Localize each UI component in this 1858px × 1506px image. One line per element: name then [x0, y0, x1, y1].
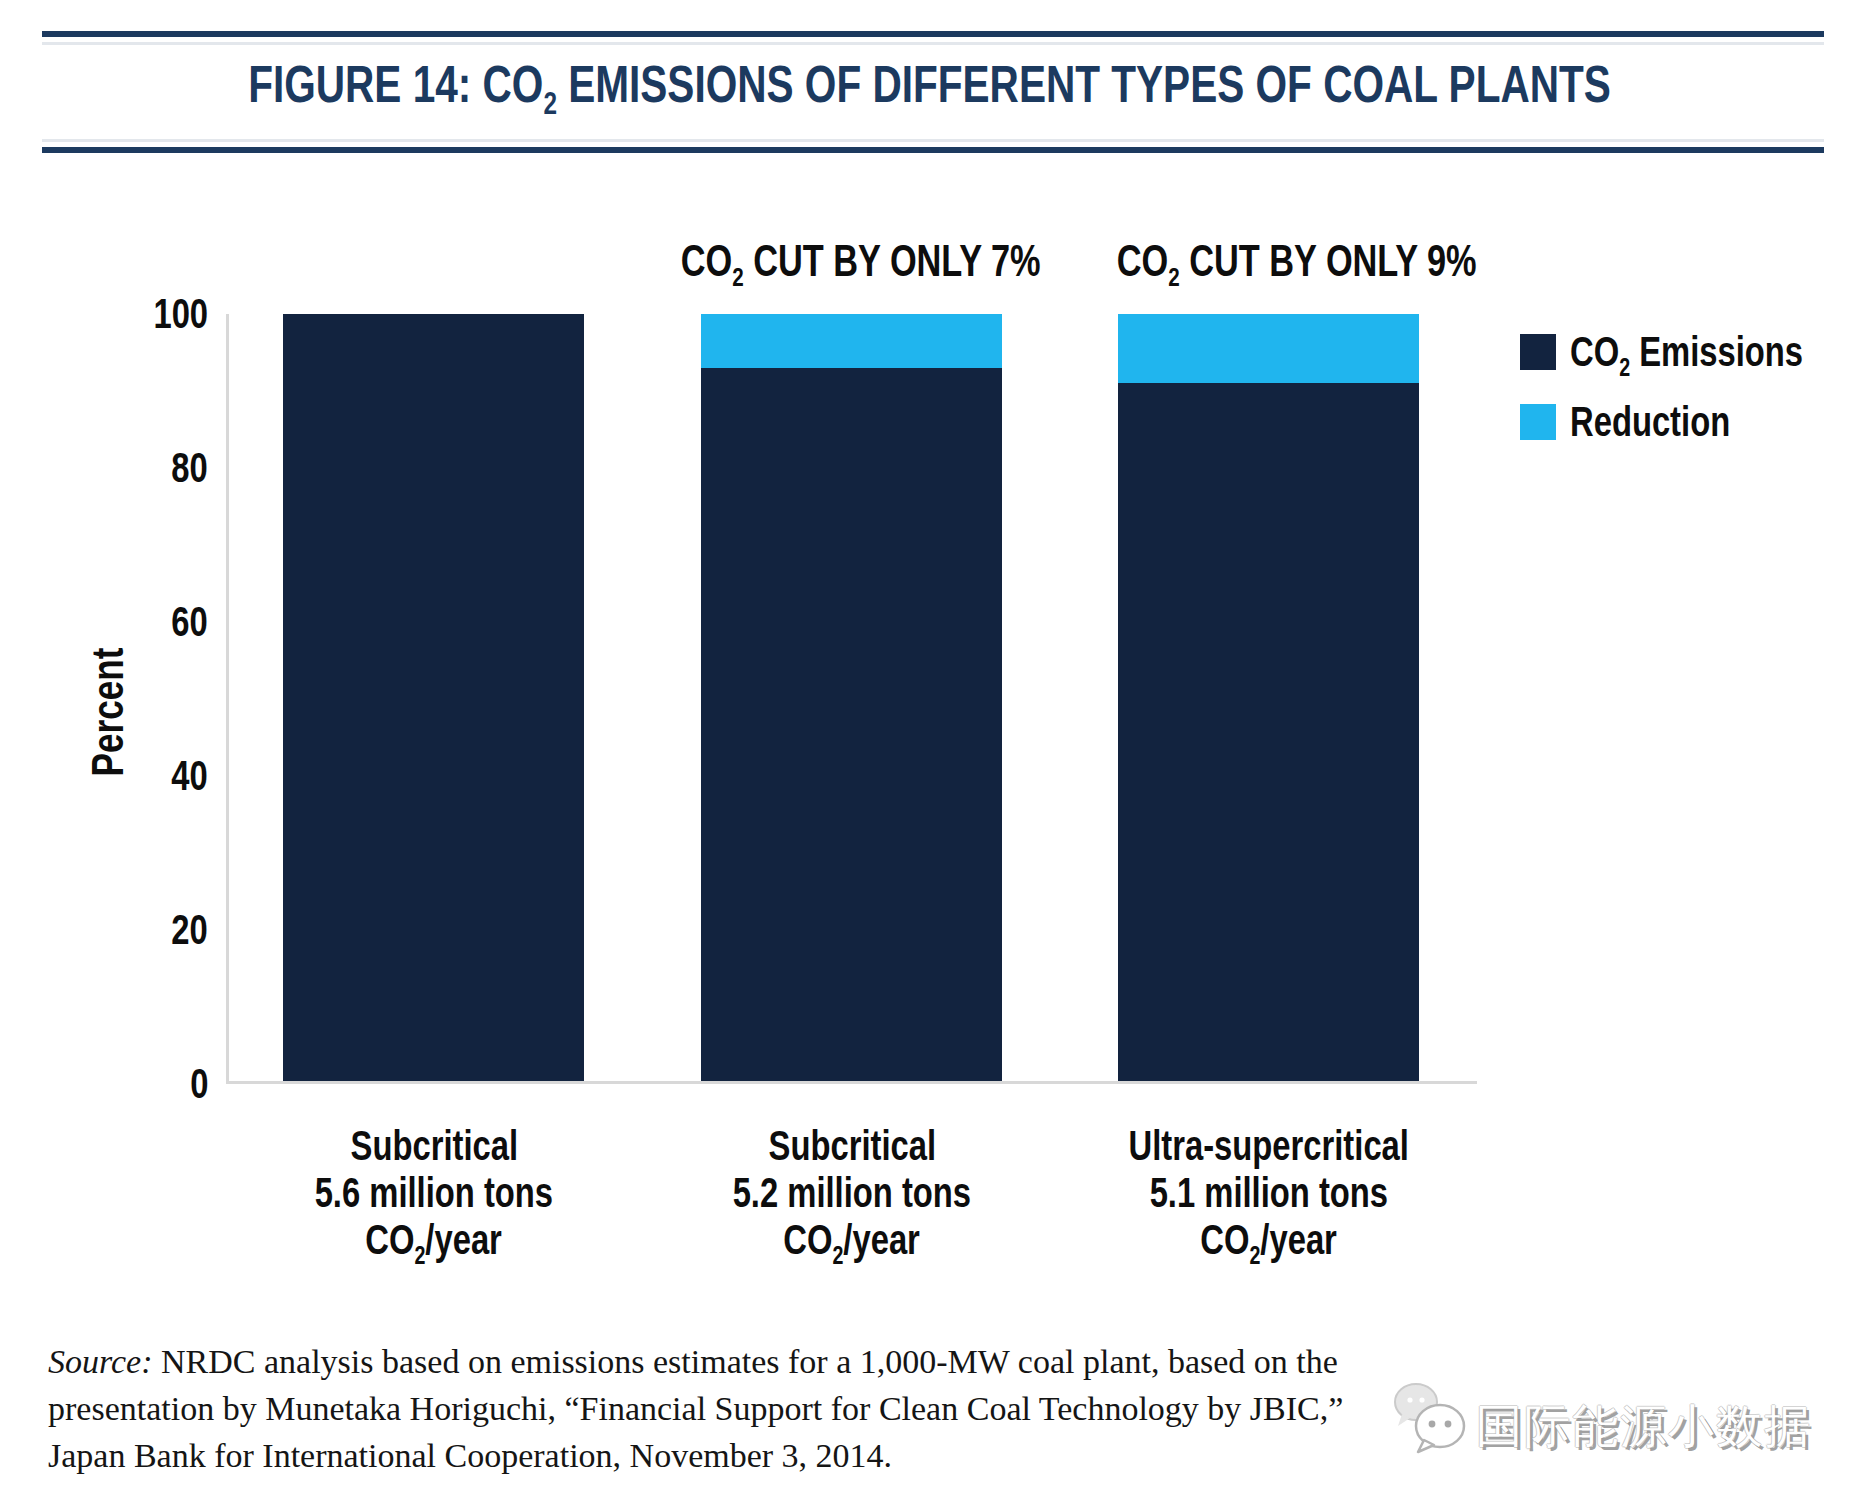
category-label-3: Ultra-supercritical 5.1 million tons CO2…: [1019, 1122, 1519, 1269]
figure-page: FIGURE 14: CO2 EMISSIONS OF DIFFERENT TY…: [0, 0, 1858, 1506]
annotation-cut-9: CO2 CUT BY ONLY 9%: [997, 238, 1597, 290]
plot-area: [226, 314, 1477, 1084]
legend-item-emissions: CO2 Emissions: [1520, 333, 1858, 371]
bar-segment-emissions: [701, 368, 1002, 1082]
legend-swatch-emissions: [1520, 334, 1556, 370]
y-axis-line: [226, 314, 229, 1084]
header-rule-bottom-accent: [42, 139, 1824, 142]
bar-segment-emissions: [1118, 383, 1419, 1082]
bar-segment-emissions: [283, 314, 584, 1082]
ytick-80: 80: [70, 446, 208, 490]
ytick-100: 100: [70, 292, 208, 336]
figure-title-text: FIGURE 14: CO2 EMISSIONS OF DIFFERENT TY…: [248, 54, 1611, 122]
x-axis-line: [226, 1081, 1477, 1084]
bar-subcritical-5-6: [283, 314, 584, 1082]
source-label: Source:: [48, 1343, 152, 1380]
figure-title: FIGURE 14: CO2 EMISSIONS OF DIFFERENT TY…: [0, 54, 1858, 122]
header-rule-top: [42, 31, 1824, 37]
title-subscript: 2: [543, 86, 557, 121]
legend-label-emissions: CO2 Emissions: [1570, 328, 1858, 376]
ytick-20: 20: [70, 908, 208, 952]
ytick-60: 60: [70, 600, 208, 644]
legend-item-reduction: Reduction: [1520, 403, 1858, 441]
legend-swatch-reduction: [1520, 404, 1556, 440]
ytick-40: 40: [70, 754, 208, 798]
bar-ultra-supercritical-5-1: [1118, 314, 1419, 1082]
header-rule-bottom: [42, 147, 1824, 153]
legend: CO2 Emissions Reduction: [1520, 333, 1858, 473]
source-line-1: Source: NRDC analysis based on emissions…: [48, 1338, 1688, 1385]
annotation-cut-9-text: CO2 CUT BY ONLY 9%: [1117, 238, 1477, 290]
ytick-0: 0: [70, 1062, 208, 1106]
source-line-2: presentation by Munetaka Horiguchi, “Fin…: [48, 1385, 1688, 1432]
bar-subcritical-5-2: [701, 314, 1002, 1082]
source-note: Source: NRDC analysis based on emissions…: [48, 1338, 1688, 1479]
bar-segment-reduction: [1118, 314, 1419, 383]
annotation-cut-7-text: CO2 CUT BY ONLY 7%: [681, 238, 1041, 290]
bar-segment-reduction: [701, 314, 1002, 368]
header-rule-top-accent: [42, 42, 1824, 45]
legend-label-reduction: Reduction: [1570, 398, 1775, 446]
source-line-3: Japan Bank for International Cooperation…: [48, 1432, 1688, 1479]
